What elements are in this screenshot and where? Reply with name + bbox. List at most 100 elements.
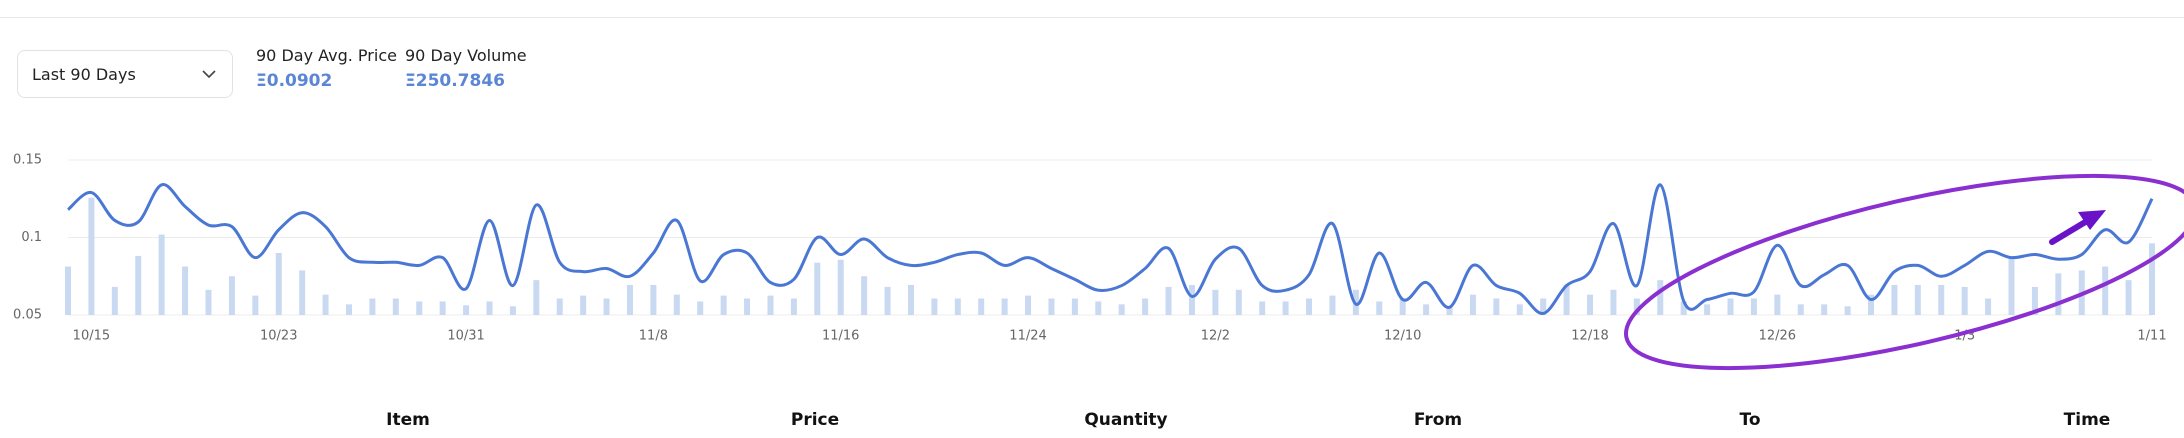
volume-bar — [299, 270, 306, 315]
volume-bar — [1071, 298, 1078, 315]
volume-bar — [1774, 294, 1781, 315]
volume-bar — [1376, 301, 1383, 315]
volume-bar — [322, 294, 329, 315]
volume-bar — [1563, 284, 1570, 315]
y-tick-label: 0.1 — [21, 230, 42, 245]
volume-bar — [603, 298, 610, 315]
volume-bar — [1727, 298, 1734, 315]
divider — [0, 17, 2184, 18]
volume-bar — [1025, 295, 1032, 315]
volume-bar — [1282, 301, 1289, 315]
x-tick-label: 12/18 — [1571, 329, 1608, 344]
y-tick-label: 0.15 — [13, 153, 42, 168]
volume-bar — [135, 255, 142, 315]
stat-label: 90 Day Avg. Price — [256, 46, 397, 65]
volume-bar — [228, 276, 235, 315]
volume-bar — [978, 298, 985, 315]
volume-bar — [1633, 298, 1640, 315]
volume-bar — [1165, 286, 1172, 315]
volume-bar — [1399, 298, 1406, 315]
volume-bar — [2031, 286, 2038, 315]
volume-bar — [1704, 304, 1711, 315]
volume-bar — [1329, 295, 1336, 315]
volume-bar — [252, 295, 259, 315]
volume-bar — [1048, 298, 1055, 315]
volume-bar — [556, 298, 563, 315]
volume-bar — [884, 286, 891, 315]
volume-bar — [416, 301, 423, 315]
volume-bar — [533, 280, 540, 315]
volume-bar — [88, 197, 95, 315]
volume-bar — [486, 301, 493, 315]
volume-bar — [931, 298, 938, 315]
x-tick-label: 12/2 — [1201, 329, 1230, 344]
volume-bar — [1095, 301, 1102, 315]
x-tick-label: 12/26 — [1759, 329, 1796, 344]
volume-bar — [345, 304, 352, 315]
period-dropdown[interactable]: Last 90 Days — [17, 50, 233, 98]
volume-bar — [673, 294, 680, 315]
volume-bar — [814, 262, 821, 315]
chart: 0.05 0.1 0.15 10/15 10/23 10/31 11/8 11/16 11/24… — [13, 153, 2167, 344]
x-tick-label: 11/8 — [639, 329, 668, 344]
volume-bar — [861, 276, 868, 315]
dropdown-label: Last 90 Days — [32, 65, 136, 84]
x-tick-label: 10/23 — [260, 329, 297, 344]
volume-bar — [1587, 294, 1594, 315]
chevron — [202, 70, 216, 79]
volume-bar — [767, 295, 774, 315]
volume-bar — [1797, 304, 1804, 315]
highlight-ellipse — [1624, 173, 2184, 371]
volume-bar — [369, 298, 376, 315]
volume-bar — [509, 306, 516, 315]
volume-bar — [205, 289, 212, 315]
x-tick-label: 1/11 — [2137, 329, 2166, 344]
stat-value: Ξ0.0902 — [256, 71, 333, 91]
volume-bar — [1188, 284, 1195, 315]
volume-bar — [1610, 289, 1617, 315]
column-header: Quantity — [1084, 410, 1168, 430]
volume-bar — [1540, 298, 1547, 315]
volume-bar — [837, 259, 844, 315]
volume-bar — [275, 253, 282, 315]
volume-bar — [2149, 243, 2155, 315]
volume-bar — [1914, 284, 1921, 315]
volume-bar — [1469, 294, 1476, 315]
volume-bar — [1446, 306, 1453, 315]
stat-value: Ξ250.7846 — [405, 71, 505, 91]
volume-bar — [1985, 298, 1992, 315]
volume-bar — [1423, 304, 1430, 315]
volume-bar — [2102, 266, 2109, 315]
volume-bar — [1891, 284, 1898, 315]
volume-bar — [1118, 304, 1125, 315]
volume-bar — [580, 295, 587, 315]
column-header: Item — [386, 410, 430, 430]
column-header: From — [1413, 410, 1463, 430]
volume-bar — [907, 284, 914, 315]
volume-bar — [1821, 304, 1828, 315]
volume-bar — [2125, 280, 2132, 315]
volume-bar — [182, 266, 189, 315]
stat-volume: 90 Day Volume Ξ250.7846 — [405, 46, 527, 91]
arrow-head — [2078, 210, 2106, 230]
volume-bar — [720, 295, 727, 315]
volume-bar — [2055, 273, 2062, 315]
volume-bar — [463, 305, 470, 315]
volume-bar — [392, 298, 399, 315]
x-tick-label: 12/10 — [1384, 329, 1421, 344]
volume-bar — [626, 284, 633, 315]
volume-bar — [744, 298, 751, 315]
x-tick-label: 11/24 — [1009, 329, 1046, 344]
volume-bar — [1844, 306, 1851, 315]
volume-bar — [1001, 298, 1008, 315]
volume-bar — [1657, 280, 1664, 315]
stat-label: 90 Day Volume — [405, 46, 527, 65]
volume-bar — [439, 301, 446, 315]
x-tick-label: 10/15 — [73, 329, 110, 344]
volume-bar — [954, 298, 961, 315]
annotation — [1624, 173, 2184, 371]
volume-bar — [650, 284, 657, 315]
volume-bar — [1868, 294, 1875, 315]
volume-bar — [2008, 256, 2015, 315]
